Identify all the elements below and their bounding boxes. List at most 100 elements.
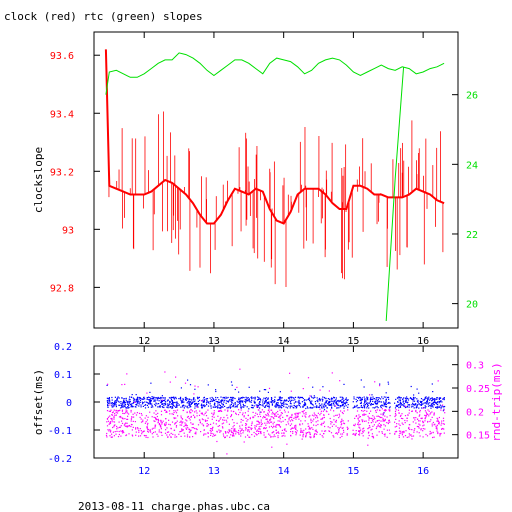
offset-point bbox=[125, 407, 127, 409]
offset-point bbox=[248, 398, 250, 401]
offset-point bbox=[263, 389, 265, 391]
rndtrip-point bbox=[191, 423, 193, 425]
offset-point bbox=[206, 400, 208, 402]
rndtrip-point bbox=[195, 431, 197, 433]
offset-point bbox=[236, 400, 238, 402]
offset-point bbox=[263, 397, 265, 399]
rndtrip-point bbox=[260, 423, 263, 426]
rndtrip-point bbox=[433, 414, 435, 416]
rndtrip-point bbox=[411, 429, 413, 431]
rndtrip-point bbox=[429, 413, 431, 415]
offset-point bbox=[241, 406, 243, 408]
rndtrip-point bbox=[226, 453, 228, 455]
rndtrip-point bbox=[241, 424, 243, 426]
rndtrip-point bbox=[404, 415, 407, 417]
rndtrip-point bbox=[414, 428, 416, 430]
rndtrip-point bbox=[357, 418, 359, 420]
offset-point bbox=[148, 399, 150, 401]
offset-point bbox=[220, 396, 222, 398]
offset-point bbox=[126, 401, 129, 403]
rndtrip-point bbox=[376, 415, 378, 417]
rndtrip-point bbox=[381, 416, 383, 419]
offset-point bbox=[342, 398, 344, 400]
offset-point bbox=[244, 399, 246, 401]
offset-point bbox=[416, 400, 418, 402]
rndtrip-point bbox=[339, 437, 341, 439]
rndtrip-point bbox=[386, 436, 388, 438]
offset-point bbox=[140, 404, 142, 406]
rndtrip-point bbox=[401, 422, 403, 424]
rndtrip-point bbox=[382, 414, 384, 416]
offset-point bbox=[311, 400, 313, 402]
rndtrip-point bbox=[266, 418, 268, 420]
y-left-tick-label: 93.6 bbox=[50, 51, 74, 62]
offset-point bbox=[319, 398, 321, 400]
rndtrip-point bbox=[303, 409, 305, 412]
offset-point bbox=[107, 404, 109, 406]
rndtrip-point bbox=[302, 433, 305, 435]
offset-point bbox=[149, 399, 151, 401]
offset-point bbox=[334, 401, 336, 403]
offset-point bbox=[138, 405, 140, 407]
rndtrip-point bbox=[342, 427, 344, 429]
rndtrip-point bbox=[272, 411, 274, 413]
rtc-line bbox=[105, 52, 445, 95]
offset-point bbox=[141, 398, 143, 400]
rndtrip-point bbox=[130, 409, 132, 412]
rndtrip-point bbox=[189, 412, 191, 414]
rndtrip-point bbox=[339, 415, 341, 417]
rndtrip-point bbox=[375, 411, 377, 413]
rndtrip-point bbox=[281, 435, 283, 437]
rndtrip-point bbox=[279, 409, 281, 411]
rndtrip-point bbox=[340, 433, 342, 435]
rndtrip-point bbox=[239, 411, 241, 414]
rndtrip-point bbox=[225, 432, 227, 434]
rndtrip-point bbox=[299, 434, 301, 436]
rndtrip-point bbox=[428, 415, 430, 417]
rndtrip-point bbox=[408, 428, 410, 430]
rndtrip-point bbox=[157, 418, 159, 420]
offset-point bbox=[136, 399, 138, 401]
rndtrip-point bbox=[402, 436, 405, 438]
offset-point bbox=[180, 399, 182, 401]
rndtrip-point bbox=[402, 432, 404, 434]
offset-point bbox=[209, 400, 212, 402]
offset-point bbox=[221, 399, 223, 401]
rndtrip-point bbox=[362, 414, 364, 416]
offset-point bbox=[317, 406, 319, 408]
rndtrip-point bbox=[175, 376, 177, 378]
rndtrip-point bbox=[109, 410, 111, 412]
rndtrip-point bbox=[268, 409, 270, 411]
offset-point bbox=[180, 402, 183, 404]
rndtrip-point bbox=[121, 432, 124, 434]
offset-point bbox=[419, 400, 421, 402]
rndtrip-point bbox=[442, 404, 444, 406]
y-left-tick-label: 93 bbox=[62, 225, 74, 236]
offset-point bbox=[195, 403, 197, 405]
rndtrip-point bbox=[109, 429, 111, 431]
rndtrip-point bbox=[140, 413, 142, 415]
offset-point bbox=[397, 401, 399, 403]
rndtrip-axis-label: rnd-trip(ms) bbox=[490, 362, 503, 441]
rndtrip-point bbox=[346, 433, 348, 435]
rndtrip-point bbox=[304, 420, 306, 422]
offset-point bbox=[155, 402, 157, 404]
offset-point bbox=[182, 401, 184, 404]
x-tick-label: 12 bbox=[138, 466, 150, 477]
rndtrip-point bbox=[245, 424, 247, 427]
offset-point bbox=[427, 403, 429, 405]
rndtrip-point bbox=[139, 435, 142, 437]
rndtrip-point bbox=[112, 421, 114, 423]
rndtrip-point bbox=[178, 433, 180, 435]
rndtrip-point bbox=[409, 428, 411, 430]
rndtrip-point bbox=[295, 434, 297, 436]
offset-point bbox=[440, 400, 442, 402]
x-tick-label: 12 bbox=[138, 336, 150, 347]
rndtrip-point bbox=[359, 427, 361, 429]
offset-point bbox=[378, 397, 380, 399]
rndtrip-point bbox=[301, 431, 303, 433]
rndtrip-point bbox=[212, 435, 214, 437]
rndtrip-point bbox=[181, 418, 184, 420]
rndtrip-point bbox=[329, 417, 331, 420]
rndtrip-point bbox=[310, 418, 312, 420]
